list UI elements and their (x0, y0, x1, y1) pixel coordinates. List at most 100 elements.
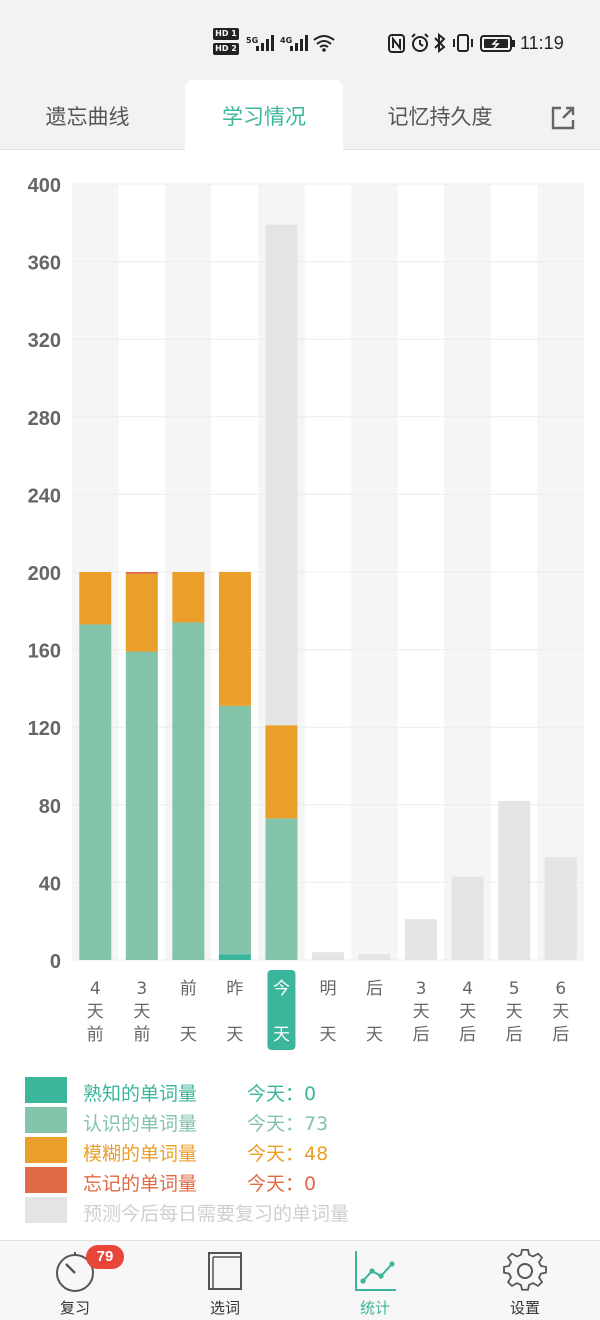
legend-today-value: 今天：0 (247, 1173, 317, 1195)
y-tick-label: 360 (28, 253, 61, 275)
nav-statistics[interactable]: 统计 (300, 1241, 450, 1320)
x-tick-label: 前 (180, 979, 197, 999)
y-tick-label: 280 (28, 408, 61, 430)
legend-swatch (25, 1197, 67, 1223)
y-tick-label: 0 (50, 951, 61, 973)
y-tick-label: 320 (28, 330, 61, 352)
y-tick-label: 120 (28, 718, 61, 740)
bar-segment-forecast (544, 857, 577, 960)
bar-segment-forecast (498, 800, 531, 960)
bar-segment-familiar (218, 954, 251, 960)
bottom-nav: 79 复习 选词 统计 设置 (0, 1240, 600, 1320)
bar-segment-fuzzy (172, 572, 205, 623)
legend-label: 模糊的单词量 (83, 1143, 198, 1165)
bar-segment-fuzzy (79, 572, 112, 625)
y-tick-label: 40 (39, 873, 61, 895)
gear-icon (503, 1249, 547, 1291)
tab-bar: 遗忘曲线 学习情况 记忆持久度 (0, 80, 600, 151)
x-tick-label: 4 (90, 979, 101, 999)
bar-segment-forecast (405, 919, 438, 960)
nav-select-words[interactable]: 选词 (150, 1241, 300, 1320)
legend-label: 认识的单词量 (83, 1113, 198, 1135)
nfc-icon (388, 34, 405, 53)
bluetooth-icon (434, 33, 446, 53)
legend-label: 熟知的单词量 (83, 1083, 198, 1105)
review-count-badge: 79 (86, 1245, 124, 1269)
legend-today-value: 今天：48 (247, 1143, 329, 1165)
nav-label: 设置 (509, 1299, 540, 1317)
nav-settings[interactable]: 设置 (450, 1241, 600, 1320)
legend-item-forgot: 忘记的单词量 今天：0 (0, 1165, 600, 1195)
x-tick-label: 天 (226, 1025, 243, 1045)
nav-label: 复习 (59, 1299, 90, 1317)
legend-label: 预测今后每日需要复习的单词量 (83, 1203, 350, 1225)
bar-segment-known (79, 624, 112, 960)
study-status-chart: 040801201602002402803203604004天前3天前前天昨天今… (28, 175, 584, 1050)
battery-icon (480, 35, 515, 52)
legend-item-known: 认识的单词量 今天：73 (0, 1105, 600, 1135)
status-clock: 11:19 (520, 33, 564, 53)
x-tick-label: 后 (506, 1025, 523, 1045)
tab-forgetting-curve[interactable]: 遗忘曲线 (45, 105, 130, 129)
hd-indicator: HD 1 HD 2 (213, 28, 241, 58)
legend-swatch (25, 1137, 67, 1163)
legend-item-fuzzy: 模糊的单词量 今天：48 (0, 1135, 600, 1165)
x-tick-label: 3 (136, 979, 147, 999)
legend-swatch (25, 1077, 67, 1103)
bar-segment-fuzzy (218, 572, 251, 706)
x-tick-label: 天 (180, 1025, 197, 1045)
nav-review[interactable]: 79 复习 (0, 1241, 150, 1320)
bar-segment-forecast (451, 876, 484, 960)
x-tick-label: 后 (552, 1025, 569, 1045)
tab-study-status[interactable]: 学习情况 (185, 80, 343, 151)
bar-segment-known (172, 622, 205, 960)
x-tick-label: 3 (416, 979, 427, 999)
nav-label: 选词 (209, 1299, 240, 1317)
x-tick-label: 天 (552, 1002, 569, 1022)
legend-item-forecast: 预测今后每日需要复习的单词量 (0, 1195, 600, 1225)
bar-segment-forecast (312, 952, 344, 960)
bar-segment-known (265, 818, 298, 960)
x-tick-label: 天 (366, 1025, 383, 1045)
x-tick-label: 天 (133, 1002, 150, 1022)
x-tick-label: 后 (413, 1025, 430, 1045)
signal-5g-icon (256, 35, 274, 51)
x-tick-label: 前 (87, 1025, 104, 1045)
status-bar: HD 1 HD 2 5G 4G 11:19 (0, 0, 600, 80)
bar-segment-forecast (265, 224, 298, 726)
legend-item-familiar: 熟知的单词量 今天：0 (0, 1075, 600, 1105)
bar-segment-fuzzy (125, 573, 158, 652)
legend-today-value: 今天：73 (247, 1113, 329, 1135)
network-4g-label: 4G (280, 36, 293, 45)
share-icon[interactable] (549, 104, 577, 132)
x-tick-label: 今 (273, 979, 290, 999)
wifi-icon (313, 35, 335, 52)
bar-segment-known (218, 705, 251, 955)
word-book-icon (208, 1252, 242, 1290)
review-timer-icon (56, 1252, 94, 1292)
x-tick-label: 天 (273, 1025, 290, 1045)
x-tick-label: 天 (506, 1002, 523, 1022)
y-tick-label: 160 (28, 641, 61, 663)
x-tick-label: 明 (320, 979, 337, 999)
legend-label: 忘记的单词量 (83, 1173, 198, 1195)
y-tick-label: 200 (28, 563, 61, 585)
legend-today-value: 今天：0 (247, 1083, 317, 1105)
x-tick-label: 4 (462, 979, 473, 999)
x-tick-label: 天 (413, 1002, 430, 1022)
bar-segment-known (125, 651, 158, 960)
legend-swatch (25, 1167, 67, 1193)
x-tick-label: 前 (133, 1025, 150, 1045)
stats-line-icon (355, 1251, 396, 1291)
x-tick-label: 6 (555, 979, 566, 999)
vibrate-icon (453, 34, 473, 52)
x-tick-label: 天 (459, 1002, 476, 1022)
x-tick-label: 天 (320, 1025, 337, 1045)
x-tick-label: 昨 (226, 979, 243, 999)
network-5g-label: 5G (246, 36, 259, 45)
x-tick-label: 后 (366, 979, 383, 999)
signal-4g-icon (290, 35, 308, 51)
hd2-badge: HD 2 (213, 43, 239, 55)
legend-swatch (25, 1107, 67, 1133)
tab-memory-durability[interactable]: 记忆持久度 (387, 105, 493, 129)
